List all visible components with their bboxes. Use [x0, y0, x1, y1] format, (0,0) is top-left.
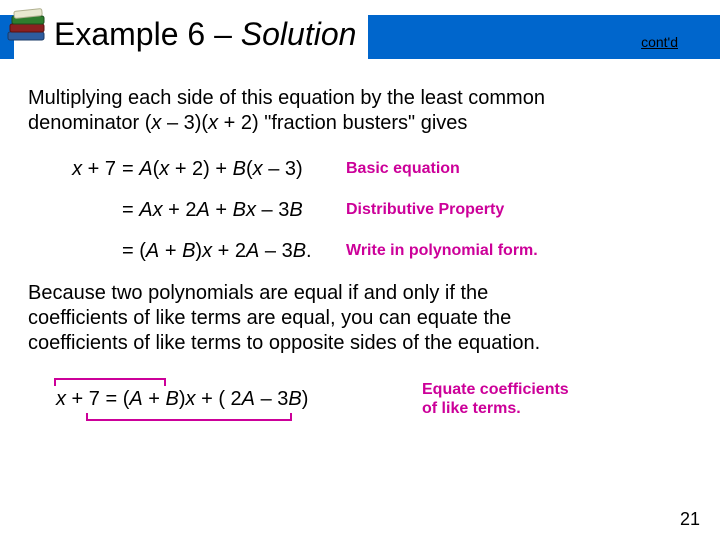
equate-row: x + 7 = (A + B)x + ( 2A – 3B) Equate coe…	[56, 380, 692, 418]
step-row-2: = Ax + 2A + Bx – 3B Distributive Propert…	[56, 199, 692, 222]
intro-paragraph: Multiplying each side of this equation b…	[28, 86, 692, 136]
equate-label: Equate coefficientsof like terms.	[422, 380, 569, 418]
bracket-top-right	[152, 378, 166, 386]
intro-line2a: denominator (	[28, 112, 151, 134]
step1-lhs: x + 7	[56, 158, 116, 181]
step3-label: Write in polynomial form.	[346, 240, 538, 260]
content-area: Multiplying each side of this equation b…	[28, 86, 692, 418]
title-solution-text: Solution	[241, 16, 357, 52]
step2-rhs: = Ax + 2A + Bx – 3B	[116, 199, 346, 222]
books-icon	[4, 6, 52, 50]
para2-l1: Because two polynomials are equal if and…	[28, 282, 488, 304]
para2-l3: coefficients of like terms to opposite s…	[28, 332, 540, 354]
step1-label: Basic equation	[346, 158, 460, 178]
para2-l2: coefficients of like terms are equal, yo…	[28, 307, 511, 329]
bracket-bot-right	[278, 413, 292, 421]
slide-title: Example 6 – Solution	[14, 12, 368, 59]
bracket-top-bar	[66, 378, 156, 380]
explanation-paragraph: Because two polynomials are equal if and…	[28, 281, 692, 356]
title-example-text: Example 6 –	[54, 16, 241, 52]
step2-label: Distributive Property	[346, 199, 504, 219]
derivation-steps: x + 7 = A(x + 2) + B(x – 3) Basic equati…	[56, 158, 692, 263]
contd-label: cont'd	[641, 34, 678, 50]
step-row-3: = (A + B)x + 2A – 3B. Write in polynomia…	[56, 240, 692, 263]
intro-line1: Multiplying each side of this equation b…	[28, 87, 545, 109]
bracket-bot-bar	[98, 419, 282, 421]
step1-rhs: = A(x + 2) + B(x – 3)	[116, 158, 346, 181]
intro-line2b: – 3)(	[161, 112, 208, 134]
page-number: 21	[680, 509, 700, 530]
intro-line2c: + 2) "fraction busters" gives	[218, 112, 467, 134]
step3-rhs: = (A + B)x + 2A – 3B.	[116, 240, 346, 263]
step-row-1: x + 7 = A(x + 2) + B(x – 3) Basic equati…	[56, 158, 692, 181]
equate-equation: x + 7 = (A + B)x + ( 2A – 3B)	[56, 388, 356, 411]
